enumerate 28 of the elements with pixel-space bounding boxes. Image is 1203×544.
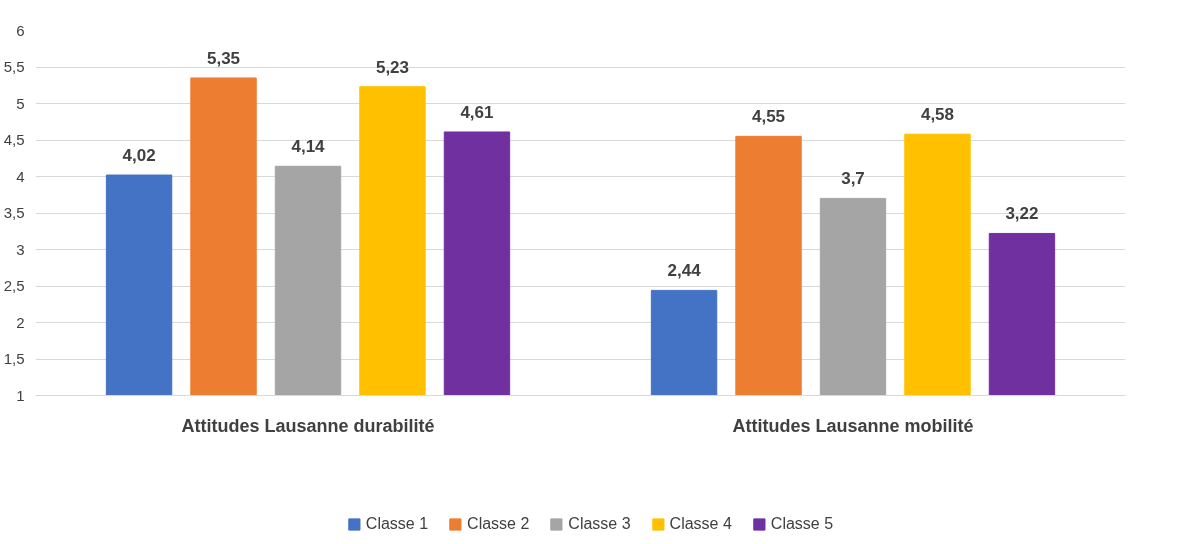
legend-label: Classe 5 <box>770 515 834 533</box>
x-tick-label: Attitudes Lausanne durabilité <box>181 415 435 436</box>
data-label: 4,55 <box>751 107 786 127</box>
y-tick-label: 1,5 <box>3 350 25 367</box>
y-tick-label: 2 <box>16 313 25 331</box>
data-label: 3,7 <box>841 169 865 189</box>
data-label: 4,61 <box>460 102 494 122</box>
data-label: 2,44 <box>667 261 702 281</box>
y-tick-label: 5 <box>16 94 25 112</box>
data-label: 3,22 <box>1005 204 1039 224</box>
data-label: 5,23 <box>375 57 410 77</box>
data-label: 4,58 <box>920 105 955 125</box>
y-tick-label: 3 <box>16 240 25 258</box>
data-label: 4,02 <box>122 146 156 166</box>
y-tick-label: 5,5 <box>3 58 25 75</box>
y-tick-label: 4 <box>16 167 25 185</box>
y-tick-label: 6 <box>16 21 25 39</box>
legend-label: Classe 3 <box>568 515 631 533</box>
legend-label: Classe 4 <box>669 515 732 533</box>
data-label: 4,14 <box>291 137 326 157</box>
data-label: 5,35 <box>206 48 241 68</box>
y-tick-label: 3,5 <box>3 204 25 221</box>
y-tick-label: 4,5 <box>3 131 25 148</box>
y-tick-label: 2,5 <box>3 277 25 294</box>
y-tick-label: 1 <box>16 386 25 404</box>
legend-label: Classe 2 <box>467 515 530 533</box>
x-tick-label: Attitudes Lausanne mobilité <box>732 415 974 436</box>
legend-label: Classe 1 <box>365 515 429 533</box>
